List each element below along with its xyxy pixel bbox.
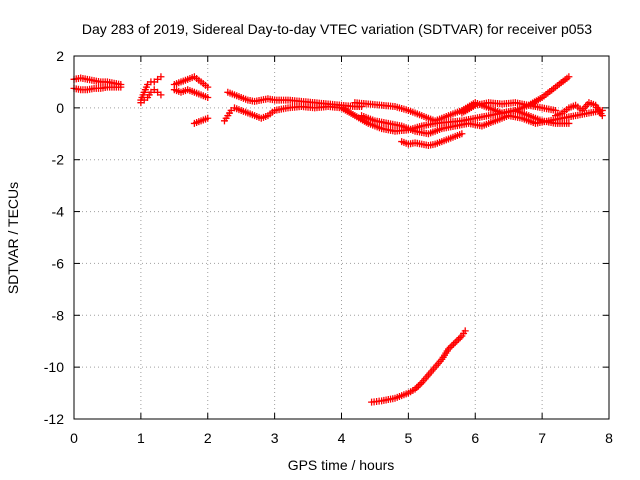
x-tick-labels: 0 1 2 3 4 5 6 7 8 [70, 430, 613, 446]
data-point [445, 345, 452, 353]
data-point [455, 335, 463, 343]
x-tick-label: 1 [137, 430, 145, 446]
y-tick-label: 0 [56, 100, 64, 116]
x-tick-label: 6 [471, 430, 479, 446]
data-point [446, 343, 454, 351]
data-point [458, 130, 466, 138]
series-sat-c [137, 73, 165, 104]
data-point [450, 340, 458, 348]
y-tick-label: -10 [44, 359, 64, 375]
x-tick-label: 0 [70, 430, 78, 446]
series-sat-o [458, 99, 559, 117]
x-tick-label: 3 [271, 430, 279, 446]
series-sat-b [70, 83, 125, 94]
series-sat-g [190, 114, 212, 127]
series-sat-h [220, 106, 235, 125]
data-points [70, 73, 606, 406]
y-tick-labels: 2 0 -2 -4 -6 -8 -10 -12 [44, 48, 64, 427]
data-point [451, 339, 459, 347]
x-tick-label: 5 [404, 430, 412, 446]
series-sat-l [351, 99, 573, 127]
x-tick-label: 4 [338, 430, 346, 446]
data-point [456, 334, 464, 342]
data-point [204, 114, 212, 122]
series-sat-n [398, 130, 466, 149]
x-tick-label: 7 [538, 430, 546, 446]
series-sat-p [552, 99, 606, 120]
data-point [117, 83, 125, 91]
y-tick-label: -2 [52, 152, 65, 168]
data-point [416, 380, 424, 388]
x-tick-label: 2 [204, 430, 212, 446]
series-sat-d [137, 86, 165, 107]
data-point [565, 119, 573, 127]
data-point [157, 91, 165, 99]
series-sat-m [358, 106, 606, 138]
data-point [598, 112, 606, 120]
x-axis-label: GPS time / hours [288, 457, 395, 473]
data-point [453, 337, 461, 345]
axis-ticks [73, 55, 610, 420]
data-point [461, 327, 469, 335]
data-point [411, 385, 419, 393]
data-point [413, 384, 421, 392]
data-point [414, 382, 422, 390]
chart-title: Day 283 of 2019, Sidereal Day-to-day VTE… [82, 21, 592, 37]
y-tick-label: -8 [52, 307, 65, 323]
y-axis-label: SDTVAR / TECUs [5, 182, 21, 294]
data-point [565, 73, 573, 81]
y-tick-label: -12 [44, 411, 64, 427]
y-tick-label: -6 [52, 255, 65, 271]
series-sat-f [170, 86, 212, 101]
y-tick-label: 2 [56, 48, 64, 64]
data-point [448, 342, 456, 350]
series-sat-a [70, 74, 125, 89]
data-point [204, 93, 212, 101]
y-tick-label: -4 [52, 204, 65, 220]
series-sat-j [231, 103, 345, 122]
series-sat-e [170, 73, 212, 91]
data-point [157, 73, 165, 81]
series-sat-q [368, 327, 469, 406]
data-point [204, 83, 212, 91]
x-tick-label: 8 [605, 430, 613, 446]
